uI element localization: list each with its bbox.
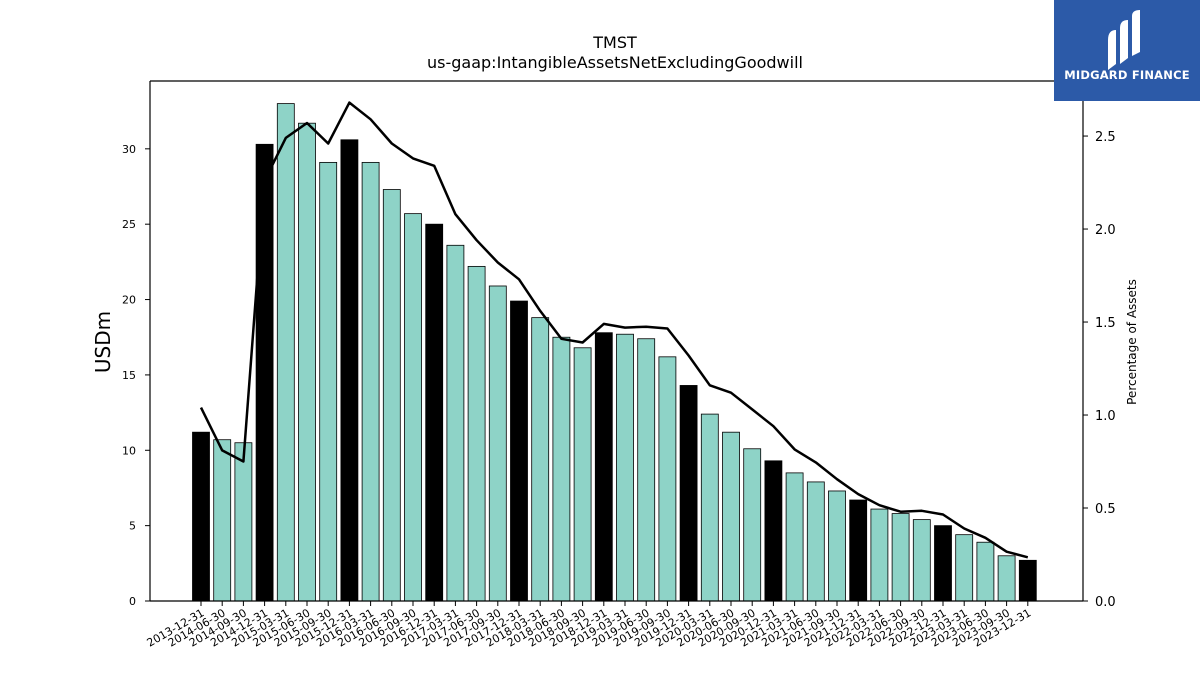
y-tick-label: 25 xyxy=(122,218,136,231)
bar xyxy=(700,413,719,602)
bar xyxy=(679,385,698,602)
bar xyxy=(340,139,359,602)
bar xyxy=(849,499,868,602)
bar xyxy=(997,555,1016,602)
bar xyxy=(870,508,889,602)
midgard-finance-logo: MIDGARD FINANCE xyxy=(1054,0,1200,101)
bar xyxy=(976,541,995,602)
y2-tick-label: 1.0 xyxy=(1095,409,1116,424)
bar xyxy=(255,143,274,602)
bar xyxy=(382,189,401,602)
bar xyxy=(298,122,316,602)
chart-subtitle: us-gaap:IntangibleAssetsNetExcludingGood… xyxy=(427,53,803,72)
y-tick-label: 5 xyxy=(129,520,136,533)
bar xyxy=(510,300,528,602)
bar xyxy=(934,525,952,602)
line-layer xyxy=(199,101,1029,559)
y-axis-label: USDm xyxy=(91,311,115,373)
y2-tick-label: 2.5 xyxy=(1095,130,1116,145)
bar xyxy=(192,431,210,602)
chart-title: TMST xyxy=(592,33,637,52)
bar xyxy=(764,460,783,602)
bar xyxy=(573,347,592,602)
y-tick-label: 30 xyxy=(122,143,136,156)
bar xyxy=(319,161,338,602)
axes: 0510152025300.00.51.01.52.02.52013-12-31… xyxy=(122,80,1116,650)
bar xyxy=(234,442,253,602)
bar xyxy=(743,448,762,602)
bar xyxy=(806,481,825,602)
bar xyxy=(531,317,550,602)
bar xyxy=(616,333,634,602)
y2-tick-label: 2.0 xyxy=(1095,223,1116,238)
bar xyxy=(404,213,422,602)
bar xyxy=(658,356,677,602)
bars xyxy=(192,103,1037,602)
bar xyxy=(955,534,974,602)
y-tick-label: 20 xyxy=(122,294,136,307)
bar xyxy=(828,490,846,602)
bar xyxy=(722,431,740,602)
bar xyxy=(467,265,486,602)
bar xyxy=(361,161,380,602)
bar xyxy=(488,285,507,602)
y-tick-label: 10 xyxy=(122,444,136,457)
y2-axis-label: Percentage of Assets xyxy=(1125,279,1139,405)
bar xyxy=(276,103,295,602)
logo-text: MIDGARD FINANCE xyxy=(1064,68,1190,82)
y2-tick-label: 0.5 xyxy=(1095,502,1116,517)
bar xyxy=(637,338,656,602)
y2-tick-label: 1.5 xyxy=(1095,316,1116,331)
series-line xyxy=(199,101,1029,559)
bar xyxy=(552,336,571,602)
y-tick-label: 0 xyxy=(129,595,136,608)
y2-tick-label: 0.0 xyxy=(1095,595,1116,610)
bar xyxy=(213,439,232,602)
bar xyxy=(594,332,613,602)
bar xyxy=(912,519,931,602)
y-tick-label: 15 xyxy=(122,369,136,382)
bar xyxy=(1018,559,1037,602)
bar xyxy=(785,472,804,602)
bar xyxy=(891,513,910,602)
bar xyxy=(425,223,444,602)
bar xyxy=(446,244,465,602)
logo-mark-icon xyxy=(1108,10,1140,70)
